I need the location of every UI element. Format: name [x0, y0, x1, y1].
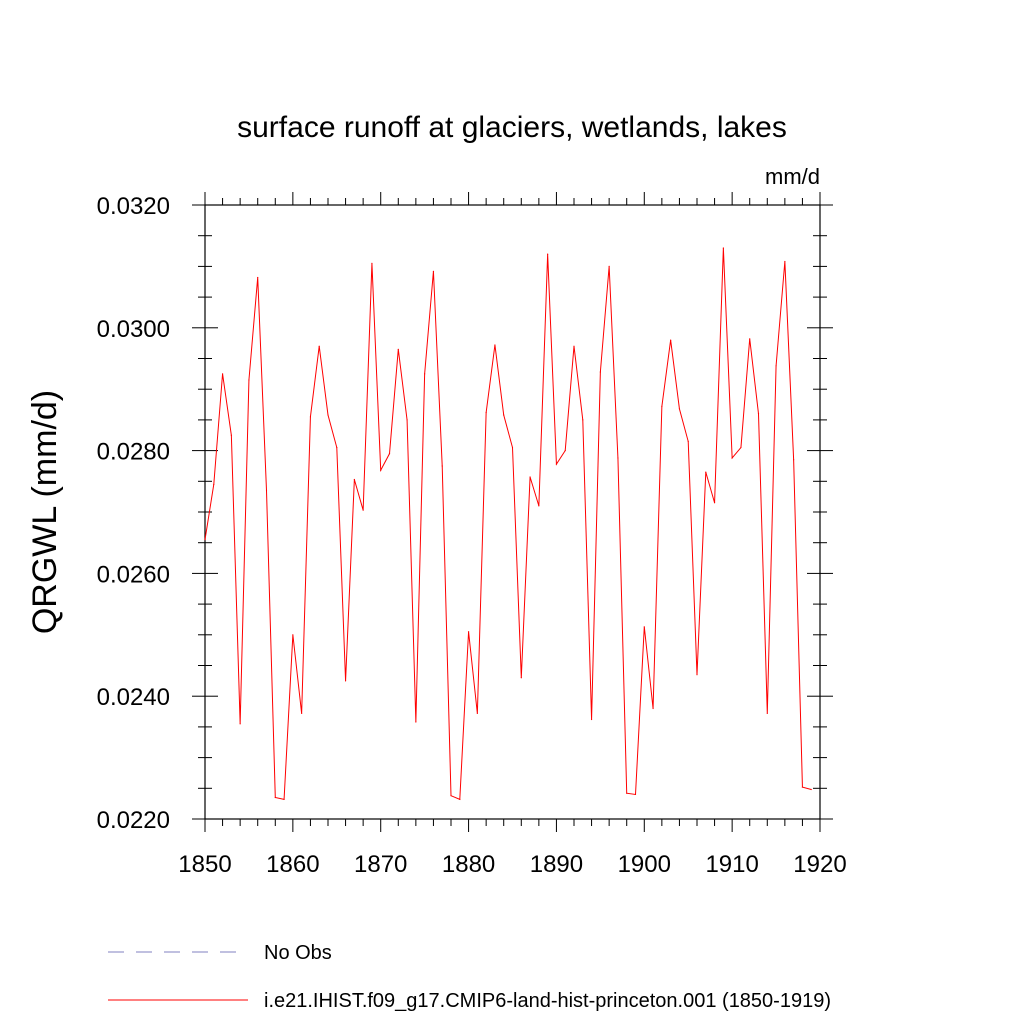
data-point [582, 419, 584, 421]
data-point [459, 798, 461, 800]
data-point [283, 798, 285, 800]
data-point [424, 373, 426, 375]
data-point [652, 707, 654, 710]
data-point [432, 270, 435, 272]
chart-title: surface runoff at glaciers, wetlands, la… [237, 111, 787, 144]
data-point [344, 680, 347, 682]
data-point [547, 253, 549, 255]
y-tick-label: 0.0220 [97, 807, 170, 834]
data-point [793, 459, 795, 461]
data-point [784, 260, 786, 263]
x-tick-label: 1850 [178, 851, 231, 878]
data-point [406, 419, 408, 421]
data-point [538, 505, 540, 507]
data-point [494, 344, 496, 346]
data-point [749, 338, 751, 340]
data-point [301, 712, 303, 714]
data-point [441, 465, 443, 467]
data-point [415, 721, 417, 723]
data-point [309, 416, 312, 418]
data-point [230, 434, 232, 436]
data-point [336, 446, 338, 449]
data-point [626, 792, 628, 794]
data-point [661, 405, 663, 407]
data-point [696, 674, 698, 676]
legend-label-1: i.e21.IHIST.f09_g17.CMIP6-land-hist-prin… [264, 990, 831, 1012]
axes: 1850 1860 1870 1880 1890 1900 1910 1920 0.0220 0.… [97, 192, 847, 878]
data-point [801, 786, 804, 788]
data-point [731, 457, 733, 459]
legend-label-0: No Obs [264, 942, 332, 964]
data-point [388, 453, 391, 455]
data-point [713, 502, 716, 504]
data-point [599, 371, 601, 373]
x-tick-label: 1920 [793, 851, 846, 878]
data-point [327, 414, 329, 416]
data-point [643, 626, 645, 628]
data-point [810, 788, 812, 791]
data-point [397, 348, 399, 350]
plot-frame [204, 204, 821, 820]
data-point [213, 483, 215, 485]
data-point [257, 276, 259, 279]
y-tick-label: 0.0240 [97, 684, 170, 711]
data-point [467, 631, 470, 633]
data-point [292, 634, 294, 636]
y-tick-label: 0.0320 [97, 193, 170, 220]
data-point [529, 476, 531, 478]
data-point [722, 247, 724, 249]
data-point [239, 723, 241, 725]
data-point [248, 379, 250, 381]
data-point [775, 365, 777, 367]
data-point [450, 795, 452, 797]
series-line-0 [204, 247, 812, 801]
data-point [485, 411, 487, 414]
x-tick-label: 1900 [618, 851, 671, 878]
x-tick-label: 1870 [354, 851, 407, 878]
data-point [204, 539, 206, 541]
data-point [555, 463, 558, 465]
data-point [617, 457, 619, 459]
data-point [573, 345, 575, 347]
x-tick-label: 1910 [705, 851, 758, 878]
data-point [608, 265, 610, 267]
data-point [318, 345, 320, 347]
series-layer [204, 247, 812, 801]
data-point [564, 450, 566, 452]
y-axis-label: QRGWL (mm/d) [26, 390, 64, 634]
legend: No Obs i.e21.IHIST.f09_g17.CMIP6-land-his… [108, 942, 831, 1012]
data-point [670, 339, 672, 341]
data-point [740, 446, 742, 449]
data-point [265, 489, 268, 492]
data-point [503, 414, 505, 416]
data-point [678, 408, 681, 410]
data-point [274, 796, 276, 799]
data-point [380, 469, 382, 471]
data-point [362, 509, 364, 511]
x-tick-label: 1880 [442, 851, 495, 878]
data-point [511, 446, 514, 449]
data-point [221, 373, 224, 375]
data-point [705, 471, 707, 473]
y-tick-label: 0.0300 [97, 316, 170, 343]
data-point [590, 718, 593, 721]
data-point [353, 478, 355, 481]
y-tick-label: 0.0280 [97, 439, 170, 466]
y-tick-label: 0.0260 [97, 561, 170, 588]
x-tick-label: 1860 [266, 851, 319, 878]
x-tick-label: 1890 [530, 851, 583, 878]
data-point [766, 712, 768, 714]
units-label: mm/d [765, 164, 820, 189]
data-point [476, 712, 478, 714]
data-point [634, 793, 637, 796]
data-point [520, 677, 522, 679]
data-point [371, 262, 373, 264]
data-point [757, 413, 760, 415]
data-point [687, 440, 689, 442]
